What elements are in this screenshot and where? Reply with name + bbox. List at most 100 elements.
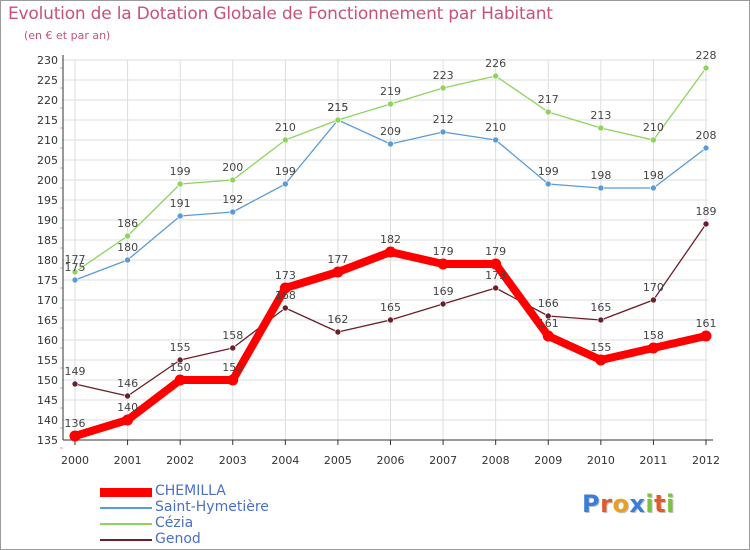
data-point [176, 180, 184, 188]
data-label: 209 [380, 125, 401, 138]
data-label: 199 [170, 165, 191, 178]
data-label: 177 [327, 253, 348, 266]
data-label: 182 [380, 233, 401, 246]
data-label: 165 [590, 301, 611, 314]
data-point [229, 344, 237, 352]
data-point [542, 330, 554, 342]
y-tick-label: 210 [37, 134, 58, 147]
proxiti-logo: Proxiti [582, 490, 675, 518]
y-tick-label: 160 [37, 334, 58, 347]
data-point [176, 356, 184, 364]
data-label: 155 [170, 341, 191, 354]
x-tick-label: 2010 [587, 454, 615, 467]
data-label: 175 [65, 261, 86, 274]
data-label: 199 [538, 165, 559, 178]
data-point [332, 266, 344, 278]
data-point [437, 258, 449, 270]
legend-label: Saint-Hymetière [155, 499, 269, 515]
data-label: 150 [222, 361, 243, 374]
data-point [387, 316, 394, 324]
y-tick-label: 145 [37, 394, 58, 407]
x-tick-label: 2009 [534, 454, 562, 467]
data-point [492, 136, 499, 144]
data-point [650, 296, 657, 304]
x-tick-label: 2001 [114, 454, 142, 467]
data-label: 170 [643, 281, 664, 294]
data-label: 155 [590, 341, 611, 354]
y-tick-label: 230 [37, 54, 58, 67]
axes-layer: 135 140 145 150 155 160 165 170 175 180 185 190 195 2… [37, 54, 720, 467]
chart-subtitle: (en € et par an) [24, 29, 111, 42]
y-tick-label: 155 [37, 354, 58, 367]
data-point [176, 212, 184, 220]
data-point [69, 430, 81, 442]
y-tick-label: 175 [37, 274, 58, 287]
chart-title: Evolution de la Dotation Globale de Fonc… [8, 4, 553, 24]
data-label: 217 [538, 93, 559, 106]
data-point [702, 144, 710, 152]
data-label: 200 [222, 161, 243, 174]
data-point [387, 100, 394, 108]
data-point [229, 176, 237, 184]
x-tick-label: 2011 [639, 454, 667, 467]
data-label: 198 [643, 169, 664, 182]
data-label: 215 [327, 101, 348, 114]
data-point [439, 300, 447, 308]
x-tick-label: 2002 [166, 454, 194, 467]
data-point [334, 328, 342, 336]
y-tick-label: 150 [37, 374, 58, 387]
data-label: 186 [117, 217, 138, 230]
logo-letter: i [645, 490, 655, 518]
data-point [387, 140, 394, 148]
x-tick-label: 2007 [429, 454, 457, 467]
data-label: 208 [696, 129, 717, 142]
data-point [124, 392, 131, 400]
data-label: 173 [485, 269, 506, 282]
data-point [597, 316, 605, 324]
data-label: 168 [275, 289, 296, 302]
legend-swatch [100, 523, 152, 525]
legend-swatch [100, 487, 152, 497]
data-label: 226 [485, 57, 506, 70]
data-label: 136 [65, 417, 86, 430]
x-tick-label: 2000 [61, 454, 89, 467]
data-label: 210 [643, 121, 664, 134]
data-label: 189 [696, 205, 717, 218]
data-point [334, 116, 342, 124]
data-point [279, 282, 291, 294]
data-point [439, 84, 447, 92]
logo-letter: i [666, 490, 675, 518]
data-label: 210 [275, 121, 296, 134]
data-label: 179 [485, 245, 506, 258]
data-label: 140 [117, 401, 138, 414]
data-label: 169 [433, 285, 454, 298]
legend-label: CHEMILLA [155, 483, 226, 499]
data-point [650, 136, 657, 144]
data-point [227, 374, 239, 386]
y-tick-label: 205 [37, 154, 58, 167]
data-point [71, 380, 79, 388]
data-point [385, 246, 396, 258]
series-layer [69, 64, 712, 442]
data-label: 213 [590, 109, 611, 122]
data-label: 162 [327, 313, 348, 326]
data-point [544, 108, 552, 116]
data-label: 191 [170, 197, 191, 210]
data-point [595, 354, 607, 366]
data-point [700, 330, 712, 342]
data-label: 215 [327, 101, 348, 114]
data-label: 179 [433, 245, 454, 258]
data-label: 228 [696, 49, 717, 62]
data-label: 180 [117, 241, 138, 254]
data-label: 219 [380, 85, 401, 98]
y-tick-label: 190 [37, 214, 58, 227]
data-point [282, 136, 289, 144]
data-label: 149 [65, 365, 86, 378]
x-tick-label: 2006 [377, 454, 405, 467]
data-label: 210 [485, 121, 506, 134]
data-label: 177 [65, 253, 86, 266]
data-point [597, 124, 605, 132]
y-tick-label: 225 [37, 74, 58, 87]
